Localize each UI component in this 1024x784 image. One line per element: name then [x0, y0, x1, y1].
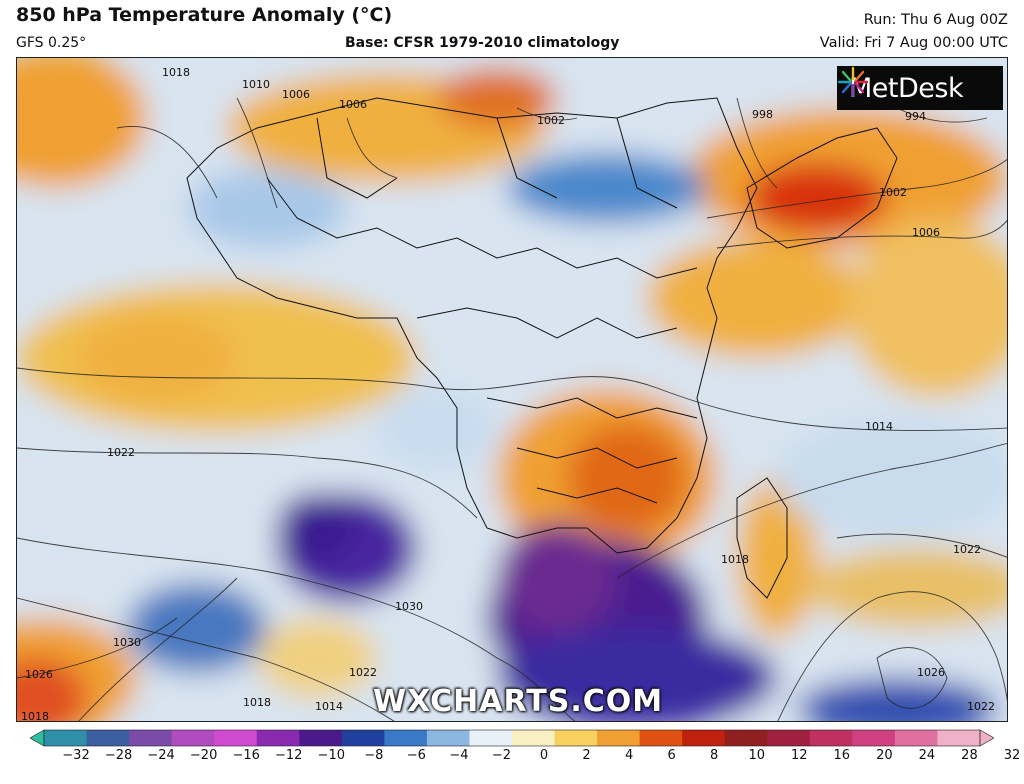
colorbar-tick-label: 16	[833, 748, 851, 763]
colorbar-segment	[724, 730, 768, 746]
colorbar-tick-label: 10	[748, 748, 765, 763]
model-label: GFS 0.25°	[16, 35, 87, 51]
colorbar-segment	[469, 730, 513, 746]
isobars	[17, 97, 1007, 721]
colorbar-tick-label: 20	[876, 748, 893, 763]
chart-title: 850 hPa Temperature Anomaly (°C)	[16, 4, 393, 26]
isobar-label: 1026	[25, 668, 53, 681]
colorbar-min-arrow	[30, 729, 45, 747]
colorbar-segment	[512, 730, 556, 746]
isobar-label: 1006	[282, 88, 310, 101]
isobar-label: 1022	[953, 543, 981, 556]
isobar-label: 1006	[912, 226, 940, 239]
colorbar-segment	[86, 730, 130, 746]
colorbar-segment	[937, 730, 981, 746]
isobar-labels: 1018 1010 1006 1006 1002 998 994 1002 10…	[21, 66, 995, 722]
isobar-label: 1018	[243, 696, 271, 709]
isobar-label: 1022	[967, 700, 995, 713]
isobar-label: 1006	[339, 98, 367, 111]
isobar-label: 1022	[107, 446, 135, 459]
isobar-label: 1018	[21, 710, 49, 722]
colorbar-tick-label: −10	[317, 748, 345, 763]
colorbar-tick-label: 8	[710, 748, 719, 763]
isobar-label: 998	[752, 108, 773, 121]
isobar-label: 1014	[315, 700, 343, 713]
colorbar-segment	[894, 730, 938, 746]
isobar-label: 1018	[162, 66, 190, 79]
colorbar-tick-label: −24	[147, 748, 175, 763]
isobar-label: 1022	[349, 666, 377, 679]
colorbar-segment	[682, 730, 726, 746]
colorbar-segment	[341, 730, 385, 746]
colorbar-tick-label: −16	[232, 748, 260, 763]
colorbar-tick-label: 32	[1003, 748, 1021, 763]
isobar-label: 1030	[113, 636, 141, 649]
colorbar-segment	[384, 730, 428, 746]
run-time-label: Run: Thu 6 Aug 00Z	[863, 12, 1008, 28]
colorbar-tick-label: 0	[539, 748, 549, 763]
anomaly-field	[17, 58, 1007, 721]
anomaly-map: 1018 1010 1006 1006 1002 998 994 1002 10…	[16, 57, 1008, 722]
isobar-label: 1002	[879, 186, 907, 199]
colorbar-segment	[214, 730, 258, 746]
colorbar-segment	[809, 730, 853, 746]
isobar-label: 994	[905, 110, 926, 123]
colorbar-segment	[767, 730, 811, 746]
colorbar-tick-label: −28	[104, 748, 133, 763]
colorbar-ticks: −32 −28 −24 −20 −16 −12 −10 −8 −6 −4 −2 0 2 4 6 8 10 12 16…	[0, 748, 1024, 772]
colorbar-segment	[597, 730, 641, 746]
colorbar	[30, 729, 994, 747]
colorbar-tick-label: 4	[624, 748, 634, 763]
colorbar-segment	[426, 730, 470, 746]
colorbar-segment	[639, 730, 683, 746]
colorbar-tick-label: 28	[961, 748, 978, 763]
watermark: WXCHARTS.COM	[373, 684, 664, 719]
isobar-label: 1026	[917, 666, 945, 679]
starburst-icon	[837, 66, 869, 98]
colorbar-segment	[256, 730, 300, 746]
valid-time-label: Valid: Fri 7 Aug 00:00 UTC	[819, 35, 1008, 51]
isobar-label: 1010	[242, 78, 270, 91]
metdesk-logo: MetDesk	[837, 66, 1003, 110]
colorbar-tick-label: −32	[62, 748, 90, 763]
colorbar-max-arrow	[979, 729, 994, 747]
base-climatology-label: Base: CFSR 1979-2010 climatology	[345, 35, 620, 51]
coastlines	[186, 97, 898, 599]
colorbar-segment	[129, 730, 173, 746]
logo-text: MetDesk	[849, 72, 964, 104]
colorbar-segment	[554, 730, 598, 746]
isobar-label: 1002	[537, 114, 565, 127]
colorbar-tick-label: 6	[667, 748, 676, 763]
colorbar-tick-label: 2	[582, 748, 591, 763]
colorbar-segment	[299, 730, 343, 746]
isobar-label: 1030	[395, 600, 423, 613]
isobar-label: 1014	[865, 420, 893, 433]
colorbar-tick-label: 24	[918, 748, 936, 763]
colorbar-tick-label: −12	[275, 748, 303, 763]
isobar-label: 1018	[721, 553, 749, 566]
colorbar-tick-label: −6	[406, 748, 426, 763]
colorbar-tick-label: −4	[449, 748, 469, 763]
map-canvas: 1018 1010 1006 1006 1002 998 994 1002 10…	[17, 58, 1007, 722]
colorbar-tick-label: −20	[189, 748, 218, 763]
colorbar-segment	[171, 730, 215, 746]
colorbar-segment	[852, 730, 896, 746]
colorbar-tick-label: −8	[364, 748, 384, 763]
colorbar-tick-label: −2	[491, 748, 512, 763]
colorbar-tick-label: 12	[790, 748, 808, 763]
colorbar-segment	[44, 730, 88, 746]
